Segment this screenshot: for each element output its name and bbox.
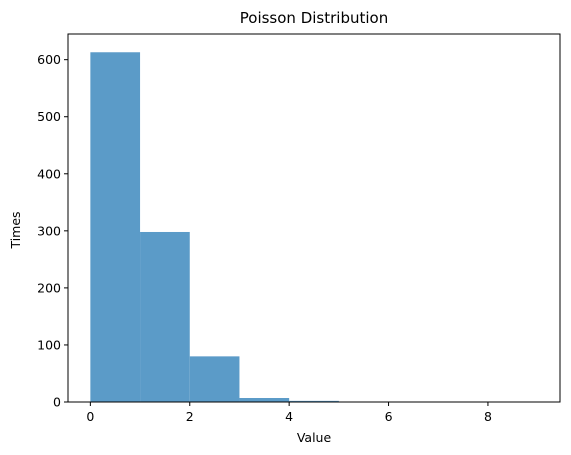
- x-tick-label-0: 0: [86, 409, 94, 424]
- y-tick-label-3: 300: [37, 223, 61, 238]
- plot-frame: [67, 33, 561, 403]
- x-tick-label-3: 6: [385, 409, 393, 424]
- y-tick-label-0: 0: [53, 395, 61, 410]
- y-axis-label: Times: [8, 211, 23, 249]
- histogram-bar-4: [289, 400, 339, 402]
- y-tick-label-1: 100: [37, 337, 61, 352]
- histogram-bar-0: [90, 52, 141, 403]
- x-axis: 0 2 4 6 8: [86, 402, 492, 424]
- chart-title: Poisson Distribution: [240, 9, 388, 27]
- x-tick-label-2: 4: [285, 409, 293, 424]
- y-tick-label-5: 500: [37, 109, 61, 124]
- y-tick-label-6: 600: [37, 52, 61, 67]
- y-tick-label-2: 200: [37, 280, 61, 295]
- histogram-bar-2: [189, 356, 240, 402]
- x-tick-label-1: 2: [186, 409, 194, 424]
- x-tick-label-4: 8: [484, 409, 492, 424]
- y-axis: 0 100 200 300 400 500 600: [37, 52, 68, 410]
- bars-group: [90, 52, 339, 403]
- histogram-bar-1: [140, 231, 190, 402]
- x-axis-label: Value: [297, 430, 332, 445]
- histogram-bar-3: [239, 398, 290, 402]
- y-tick-label-4: 400: [37, 166, 61, 181]
